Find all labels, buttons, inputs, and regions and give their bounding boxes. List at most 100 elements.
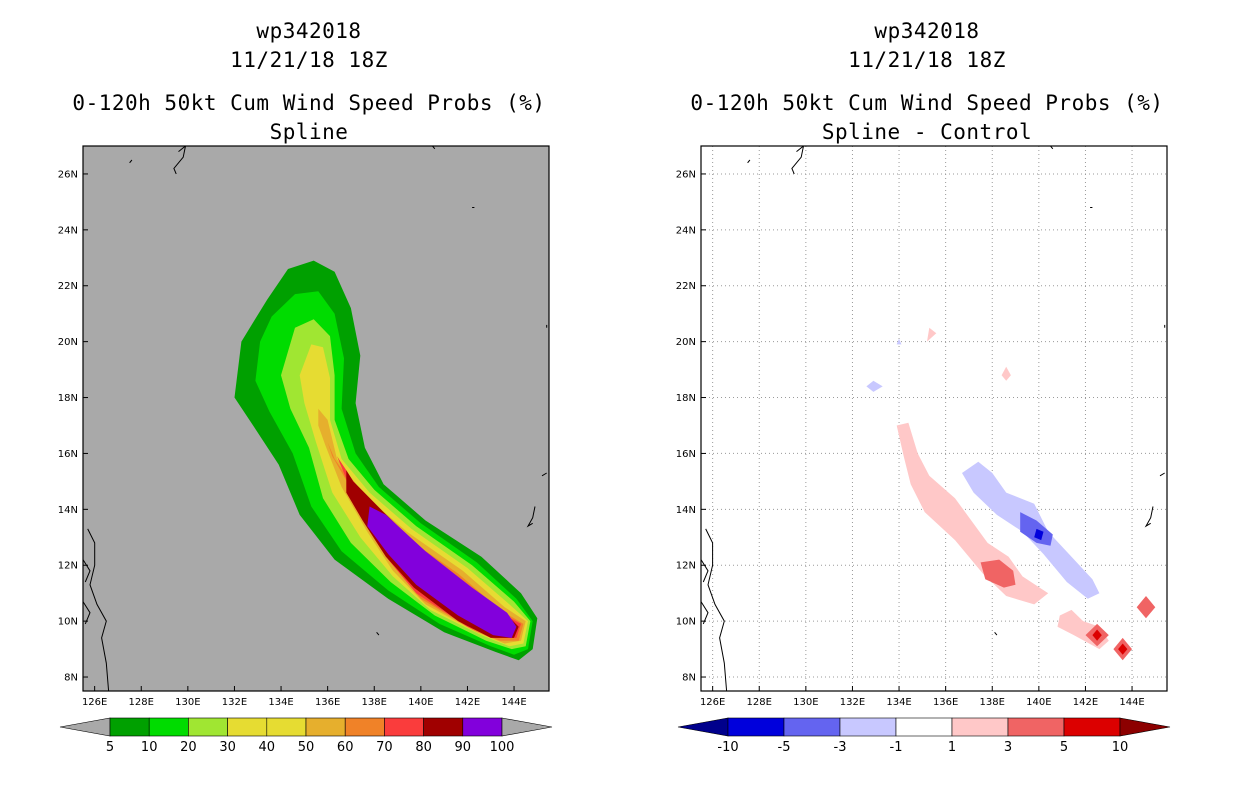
left-date-time: 11/21/18 18Z [230, 48, 388, 72]
colorbar-segment [227, 717, 268, 737]
right-product-title: 0-120h 50kt Cum Wind Speed Probs (%) [690, 91, 1164, 115]
y-tick-label: 26N [676, 169, 696, 180]
y-tick-label: 26N [58, 169, 78, 180]
colorbar-label: -1 [890, 740, 903, 755]
colorbar-segment [951, 717, 1009, 737]
left-map-panel: 126E 128E 130E 132E 134E 136E 138E 140E 142E 144E… [58, 145, 550, 708]
right-date-time: 11/21/18 18Z [848, 48, 1006, 72]
left-panel-label: Spline [269, 120, 349, 144]
x-tick-label: 136E [933, 697, 958, 708]
map-frame [700, 145, 1168, 692]
y-tick-label: 20N [676, 337, 696, 348]
colorbar-label: 40 [259, 740, 276, 755]
colorbar-label: 80 [415, 740, 432, 755]
contour-level-neg1 [896, 338, 902, 345]
coastline [541, 472, 547, 477]
contour-level-50 [318, 408, 526, 644]
colorbar-label: 100 [490, 740, 515, 755]
x-tick-label: 142E [455, 697, 480, 708]
coastline [376, 631, 380, 636]
x-tick-label: 128E [129, 697, 154, 708]
colorbar-label: 1 [948, 740, 956, 755]
colorbar-segment [1007, 717, 1065, 737]
y-tick-label: 12N [676, 561, 696, 572]
colorbar-label: 60 [337, 740, 354, 755]
x-tick-label: 144E [1119, 697, 1144, 708]
left-panel-title: wp342018 11/21/18 18Z 0-120h 50kt Cum Wi… [0, 17, 618, 147]
left-product-title: 0-120h 50kt Cum Wind Speed Probs (%) [72, 91, 546, 115]
contour-level-20 [281, 319, 531, 650]
right-colorbar: -10 -5 -3 -1 1 3 5 10 [677, 717, 1171, 755]
colorbar-segment [895, 717, 953, 737]
colorbar-segment [1063, 717, 1121, 737]
y-tick-label: 16N [58, 449, 78, 460]
y-tick-label: 12N [58, 561, 78, 572]
colorbar-segment [783, 717, 841, 737]
coastline [994, 631, 998, 636]
colorbar-label: 70 [376, 740, 393, 755]
x-tick-label: 126E [82, 697, 107, 708]
coastline [791, 146, 805, 175]
coastline [701, 559, 709, 583]
x-tick-label: 132E [222, 697, 247, 708]
contour-level-neg5 [1034, 528, 1044, 541]
right-storm-id: wp342018 [874, 19, 980, 43]
y-tick-label: 24N [676, 225, 696, 236]
colorbar-segment [423, 717, 464, 737]
colorbar-low-arrow [677, 717, 729, 737]
coastline [705, 528, 728, 691]
colorbar-label: 90 [455, 740, 472, 755]
colorbar-segment [305, 717, 346, 737]
colorbar-low-arrow [59, 717, 111, 737]
colorbar-segment [727, 717, 785, 737]
x-tick-label: 134E [268, 697, 293, 708]
colorbar-segment [384, 717, 424, 737]
colorbar-label: 3 [1004, 740, 1012, 755]
x-tick-label: 130E [793, 697, 818, 708]
x-tick-label: 136E [315, 697, 340, 708]
contour-level-1 [927, 327, 937, 342]
contour-level-3 [1136, 596, 1156, 619]
colorbar-high-arrow [1119, 717, 1171, 737]
map-background [701, 146, 1167, 691]
y-tick-label: 10N [676, 617, 696, 628]
contour-level-3 [980, 559, 1016, 588]
x-tick-label: 138E [362, 697, 387, 708]
x-tick-label: 140E [408, 697, 433, 708]
coastline [83, 601, 91, 625]
y-tick-label: 16N [676, 449, 696, 460]
y-tick-label: 20N [58, 337, 78, 348]
coastline [173, 146, 187, 175]
colorbar-segment [109, 717, 150, 737]
colorbar-label: 10 [1112, 740, 1129, 755]
colorbar-label: 20 [180, 740, 197, 755]
y-tick-label: 22N [676, 281, 696, 292]
right-panel-title: wp342018 11/21/18 18Z 0-120h 50kt Cum Wi… [618, 17, 1236, 147]
x-tick-label: 144E [501, 697, 526, 708]
coastline [83, 559, 91, 583]
y-tick-label: 18N [676, 393, 696, 404]
colorbar-segment [148, 717, 189, 737]
colorbar-segment [462, 717, 503, 737]
colorbar-label: 10 [141, 740, 158, 755]
contour-level-neg1 [866, 380, 883, 392]
contour-level-1 [896, 422, 1049, 605]
y-tick-label: 10N [58, 617, 78, 628]
y-tick-label: 14N [676, 505, 696, 516]
coastline [1159, 472, 1165, 477]
colorbar-label: 5 [106, 740, 114, 755]
colorbar-label: 50 [298, 740, 315, 755]
colorbar-high-arrow [501, 717, 553, 737]
colorbar-segment [839, 717, 897, 737]
x-tick-label: 132E [840, 697, 865, 708]
x-tick-label: 126E [700, 697, 725, 708]
y-tick-label: 8N [64, 673, 78, 684]
contour-level-5 [1118, 643, 1128, 655]
x-tick-label: 134E [886, 697, 911, 708]
right-map-panel: 126E 128E 130E 132E 134E 136E 138E 140E 142E 144E… [676, 145, 1168, 708]
coastline [87, 528, 110, 691]
coastline [1144, 506, 1154, 528]
colorbar-segment [188, 717, 228, 737]
y-tick-label: 14N [58, 505, 78, 516]
x-tick-label: 140E [1026, 697, 1051, 708]
